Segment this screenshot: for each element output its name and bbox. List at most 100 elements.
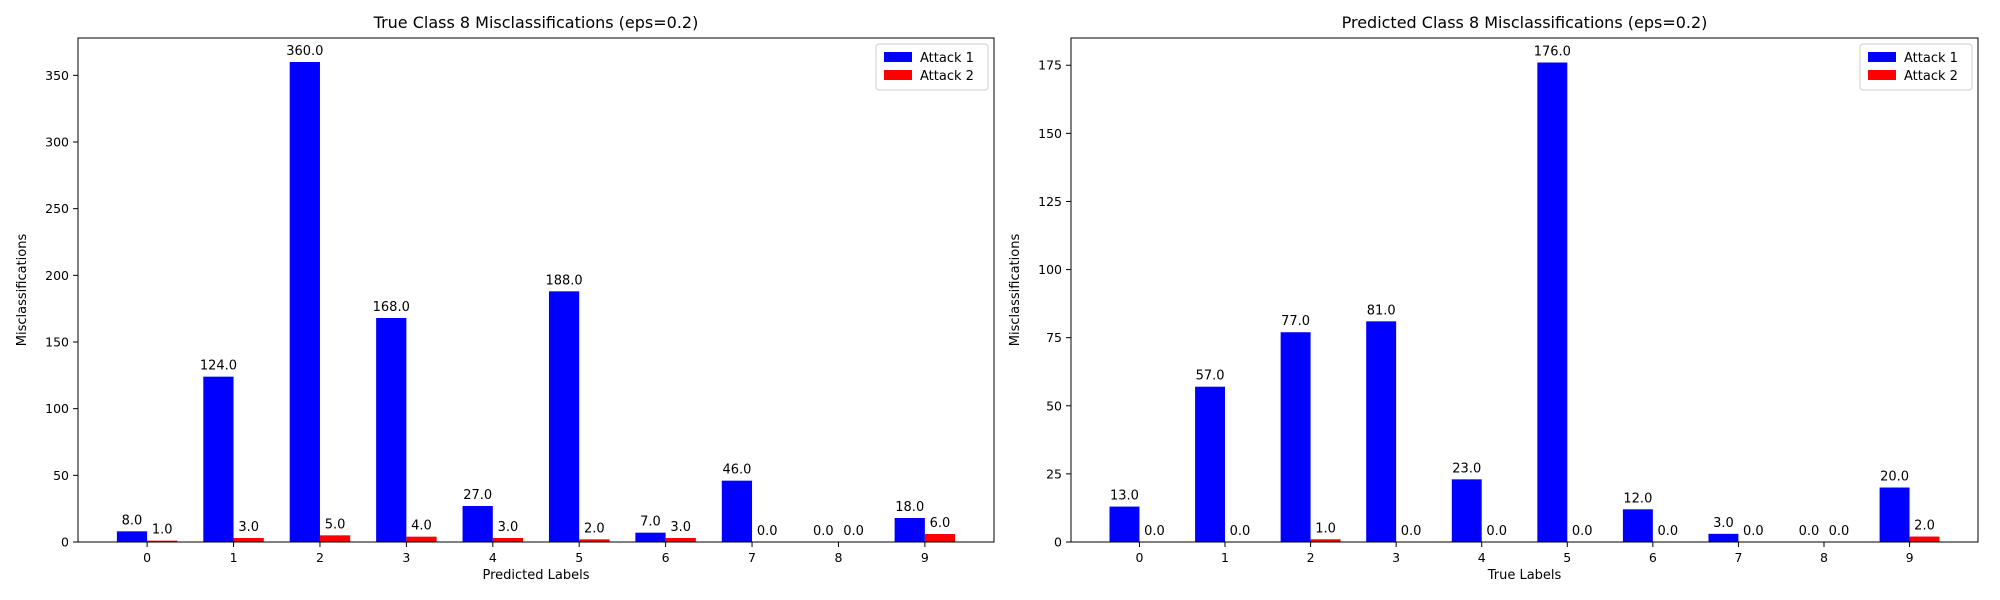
x-tick-label: 7 [748, 550, 756, 565]
bar-attack-1 [721, 480, 753, 542]
data-label: 27.0 [463, 488, 492, 503]
bar-attack-2 [665, 538, 696, 542]
y-axis-label: Misclassifications [15, 234, 30, 347]
bar-attack-2 [492, 538, 524, 542]
y-tick-label: 100 [1038, 262, 1062, 277]
bar-attack-2 [319, 535, 351, 542]
data-label: 23.0 [1452, 461, 1481, 476]
x-tick-label: 4 [1478, 550, 1486, 565]
x-tick-label: 0 [1135, 550, 1143, 565]
bar-attack-1 [548, 291, 580, 542]
y-tick-label: 0 [61, 535, 69, 550]
x-axis-label: Predicted Labels [482, 568, 589, 583]
data-label: 3.0 [498, 520, 519, 535]
data-label: 0.0 [1743, 524, 1764, 539]
data-label: 3.0 [1713, 516, 1734, 531]
data-label: 0.0 [1829, 524, 1850, 539]
x-tick-label: 6 [662, 550, 670, 565]
bar-attack-1 [1451, 479, 1482, 542]
x-tick-label: 6 [1649, 550, 1657, 565]
data-label: 6.0 [930, 516, 951, 531]
y-tick-label: 250 [45, 201, 69, 216]
y-tick-label: 125 [1038, 194, 1062, 209]
data-label: 57.0 [1196, 369, 1225, 384]
data-label: 360.0 [286, 44, 323, 59]
legend-entry: Attack 2 [920, 69, 974, 84]
x-tick-label: 1 [1221, 550, 1229, 565]
x-axis-label: True Labels [1487, 568, 1562, 583]
plot-frame [1070, 37, 1979, 543]
bar-attack-1 [1195, 386, 1226, 542]
data-label: 77.0 [1281, 314, 1310, 329]
data-label: 0.0 [1572, 524, 1593, 539]
x-tick-label: 9 [921, 550, 929, 565]
bar-attack-1 [376, 318, 407, 542]
legend-swatch [884, 70, 912, 80]
bar-attack-2 [1310, 539, 1341, 542]
data-label: 5.0 [325, 517, 346, 532]
data-label: 81.0 [1367, 303, 1396, 318]
data-label: 0.0 [1799, 524, 1820, 539]
x-tick-label: 0 [143, 550, 151, 565]
bar-attack-1 [1366, 321, 1397, 542]
bar-attack-1 [1537, 62, 1568, 542]
data-label: 0.0 [757, 524, 778, 539]
y-tick-label: 25 [1046, 466, 1062, 481]
y-tick-label: 350 [45, 68, 69, 83]
bar-attack-1 [894, 518, 925, 542]
y-tick-label: 175 [1038, 58, 1062, 73]
data-label: 168.0 [373, 300, 410, 315]
bar-attack-1 [635, 532, 666, 542]
x-tick-label: 1 [230, 550, 238, 565]
data-label: 188.0 [545, 273, 582, 288]
data-label: 3.0 [238, 520, 259, 535]
y-tick-label: 50 [1046, 398, 1062, 413]
data-label: 7.0 [640, 515, 661, 530]
data-label: 0.0 [1230, 524, 1251, 539]
chart-true-class-8: True Class 8 Misclassifications (eps=0.2… [15, 13, 995, 583]
data-label: 0.0 [1486, 524, 1507, 539]
data-label: 8.0 [122, 513, 143, 528]
legend: Attack 1 Attack 2 [1859, 43, 1973, 91]
bar-attack-1 [289, 62, 320, 542]
x-tick-label: 2 [1307, 550, 1315, 565]
x-tick-label: 7 [1734, 550, 1742, 565]
y-tick-label: 0 [1054, 535, 1062, 550]
bar-attack-1 [1879, 487, 1910, 542]
y-tick-label: 150 [1038, 126, 1062, 141]
plot-frame [77, 37, 995, 543]
legend-entry: Attack 2 [1904, 69, 1958, 84]
data-label: 13.0 [1110, 489, 1139, 504]
data-label: 1.0 [152, 523, 173, 538]
data-label: 1.0 [1315, 521, 1336, 536]
y-tick-label: 300 [45, 135, 69, 150]
bar-attack-1 [203, 376, 234, 542]
chart-title: Predicted Class 8 Misclassifications (ep… [1342, 13, 1708, 32]
bar-attack-2 [233, 538, 264, 542]
y-tick-label: 100 [45, 401, 69, 416]
x-tick-label: 5 [1563, 550, 1571, 565]
y-tick-label: 75 [1046, 330, 1062, 345]
data-label: 2.0 [584, 521, 605, 536]
y-tick-label: 50 [53, 468, 69, 483]
bar-attack-1 [1280, 332, 1311, 542]
bar-attack-2 [406, 536, 437, 542]
bar-attack-1 [1622, 509, 1653, 542]
data-label: 46.0 [722, 463, 751, 478]
data-label: 176.0 [1534, 45, 1571, 60]
data-label: 124.0 [200, 359, 237, 374]
y-axis-label: Misclassifications [1008, 234, 1023, 347]
bar-attack-1 [1708, 533, 1739, 542]
bar-attack-1 [1109, 506, 1140, 542]
y-tick-label: 150 [45, 335, 69, 350]
data-label: 0.0 [843, 524, 864, 539]
data-label: 0.0 [813, 524, 834, 539]
data-label: 0.0 [1401, 524, 1422, 539]
legend-swatch [1868, 70, 1896, 80]
legend-swatch [1868, 52, 1896, 62]
bar-attack-1 [116, 531, 148, 542]
chart-title: True Class 8 Misclassifications (eps=0.2… [373, 13, 699, 32]
chart-predicted-class-8: Predicted Class 8 Misclassifications (ep… [1008, 13, 1979, 583]
x-tick-label: 5 [575, 550, 583, 565]
data-label: 0.0 [1657, 524, 1678, 539]
